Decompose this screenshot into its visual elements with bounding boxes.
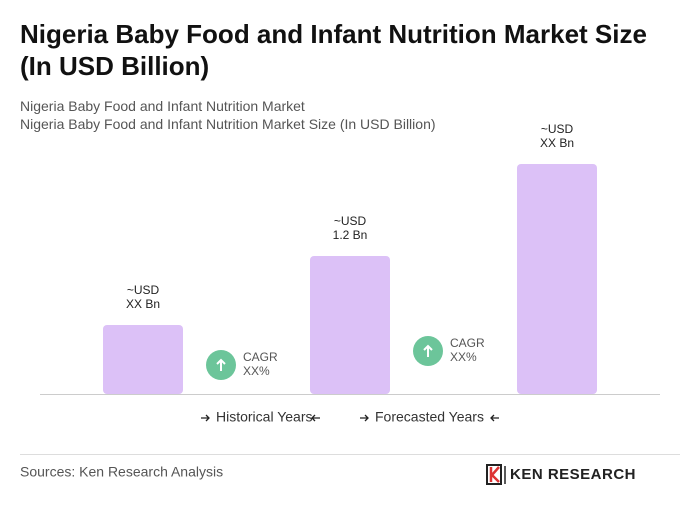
legend-arrow: [360, 414, 369, 422]
bar: [310, 256, 390, 394]
legend-arrow: [201, 414, 210, 422]
value-label: ~USD XX Bn: [540, 122, 574, 150]
cagr-arrow: [216, 358, 226, 371]
logo-icon: [486, 464, 506, 485]
cagr-value: XX%: [243, 364, 270, 378]
cagr-value: XX%: [450, 350, 477, 364]
value-label: ~USD 1.2 Bn: [333, 214, 368, 242]
legend-arrow: [311, 414, 320, 422]
cagr-label: CAGR: [243, 350, 278, 364]
bar: [517, 164, 597, 394]
logo-text: KEN RESEARCH: [510, 466, 636, 483]
subtitle: Nigeria Baby Food and Infant Nutrition M…: [20, 116, 436, 132]
bar: [103, 325, 183, 394]
legend-label: Forecasted Years: [375, 409, 484, 425]
chart-title: Nigeria Baby Food and Infant Nutrition M…: [20, 19, 647, 81]
cagr-label: CAGR: [450, 336, 485, 350]
source: Sources: Ken Research Analysis: [20, 464, 223, 480]
legend-arrow: [490, 414, 499, 422]
value-label: ~USD XX Bn: [126, 283, 160, 311]
cagr-arrow: [423, 344, 433, 357]
legend-label: Historical Years: [216, 409, 313, 425]
subtitle: Nigeria Baby Food and Infant Nutrition M…: [20, 98, 305, 114]
